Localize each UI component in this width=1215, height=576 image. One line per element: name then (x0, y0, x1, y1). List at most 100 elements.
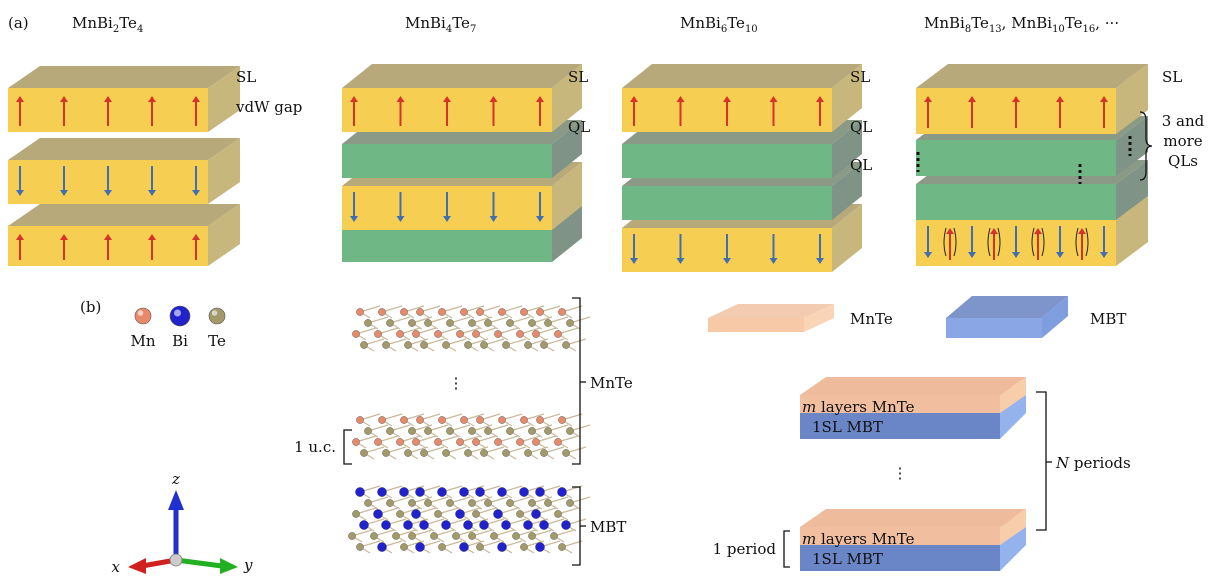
atom (420, 449, 428, 457)
spin-arrow (1100, 96, 1108, 128)
box-top (946, 296, 1068, 318)
spin-arrow (104, 234, 112, 260)
spin-arrow (60, 234, 68, 260)
label-ql: QL (850, 156, 872, 174)
atom (377, 542, 387, 552)
arrow-head (104, 234, 112, 240)
atom (498, 308, 506, 316)
atom (531, 509, 541, 519)
formula-part: Te (1065, 14, 1083, 32)
arrow-head (1034, 228, 1042, 234)
atom (516, 510, 524, 518)
layer-sl (8, 66, 240, 132)
atom (400, 308, 408, 316)
slab-front (916, 140, 1116, 176)
atom (528, 499, 536, 507)
slab-top (916, 64, 1148, 88)
atom (438, 308, 446, 316)
atom (386, 319, 394, 327)
atom (516, 330, 524, 338)
paren (1085, 227, 1089, 257)
atom (352, 510, 360, 518)
spin-arrow (192, 166, 200, 196)
atom (348, 532, 356, 540)
arrow-head (60, 96, 68, 102)
atom (396, 438, 404, 446)
atom (506, 499, 514, 507)
atom (437, 487, 447, 497)
formula-part: Te (971, 14, 989, 32)
spin-arrow (104, 166, 112, 196)
spin-arrow (816, 96, 824, 126)
unit-cell-label: 1 u.c. (294, 438, 336, 456)
spin-arrow (489, 192, 498, 222)
atom (520, 308, 528, 316)
atom (512, 532, 520, 540)
atom (412, 330, 420, 338)
period-mnte (800, 377, 1026, 413)
label-ql: QL (850, 118, 872, 136)
box-front (800, 527, 1000, 545)
atom (536, 416, 544, 424)
atom (480, 341, 488, 349)
atom (404, 449, 412, 457)
axes-origin (169, 553, 183, 567)
label-sl: SL (1162, 68, 1182, 86)
formula-part: MnBi (405, 14, 446, 32)
period-mnte (800, 509, 1026, 545)
arrow-head (104, 190, 112, 196)
atom (459, 542, 469, 552)
atom (352, 330, 360, 338)
formula-mnbi4te7: MnBi4Te7 (405, 14, 476, 35)
spin-arrow (816, 234, 824, 264)
arrow-head (60, 190, 68, 196)
bracket-label: 3 and (1162, 112, 1205, 130)
atom (424, 499, 432, 507)
atom (378, 416, 386, 424)
arrow-head (723, 96, 731, 102)
column-mbt147 (342, 64, 582, 262)
atom (456, 438, 464, 446)
atom (476, 543, 484, 551)
atom (373, 509, 383, 519)
spin-arrow (1012, 226, 1020, 258)
mbt-layer-label-bot: 1SL MBT (812, 550, 883, 568)
slab-front (622, 144, 832, 178)
atom (438, 543, 446, 551)
atom (536, 308, 544, 316)
slab-side (552, 162, 582, 230)
atom (562, 449, 570, 457)
layer-sl (622, 64, 862, 132)
atom (566, 427, 574, 435)
atom (352, 438, 360, 446)
atom-highlight (211, 310, 218, 316)
formula-part: 4 (446, 24, 452, 35)
label-sl: SL (850, 68, 870, 86)
y-axis (175, 557, 223, 569)
legend-atom-bi: Bi (169, 305, 191, 350)
ellipsis: ⋮ (449, 374, 464, 392)
mbt-bracket (572, 486, 581, 566)
superlattice-ellipsis: ⋮ (893, 464, 908, 482)
box-top (708, 304, 834, 318)
atom (408, 532, 416, 540)
slab-side (832, 204, 862, 272)
z-axis-label: z (171, 470, 180, 488)
atom (455, 509, 465, 519)
slab-top (8, 66, 240, 88)
atom-symbol: Te (208, 332, 226, 350)
arrow-head (924, 252, 932, 258)
formula-part: 13 (989, 24, 1002, 35)
atom (460, 308, 468, 316)
slab-side (1116, 116, 1148, 176)
spin-arrow (1056, 96, 1064, 128)
spin-arrow (192, 96, 200, 126)
atom (464, 341, 472, 349)
atom (415, 542, 425, 552)
box-side (1000, 377, 1026, 413)
paren (1075, 227, 1079, 257)
label-vdw-gap: vdW gap (235, 98, 302, 116)
legend-mbt-slab (946, 296, 1068, 338)
formula-part: MnBi (72, 14, 113, 32)
legend-atom-mn: Mn (130, 307, 156, 350)
